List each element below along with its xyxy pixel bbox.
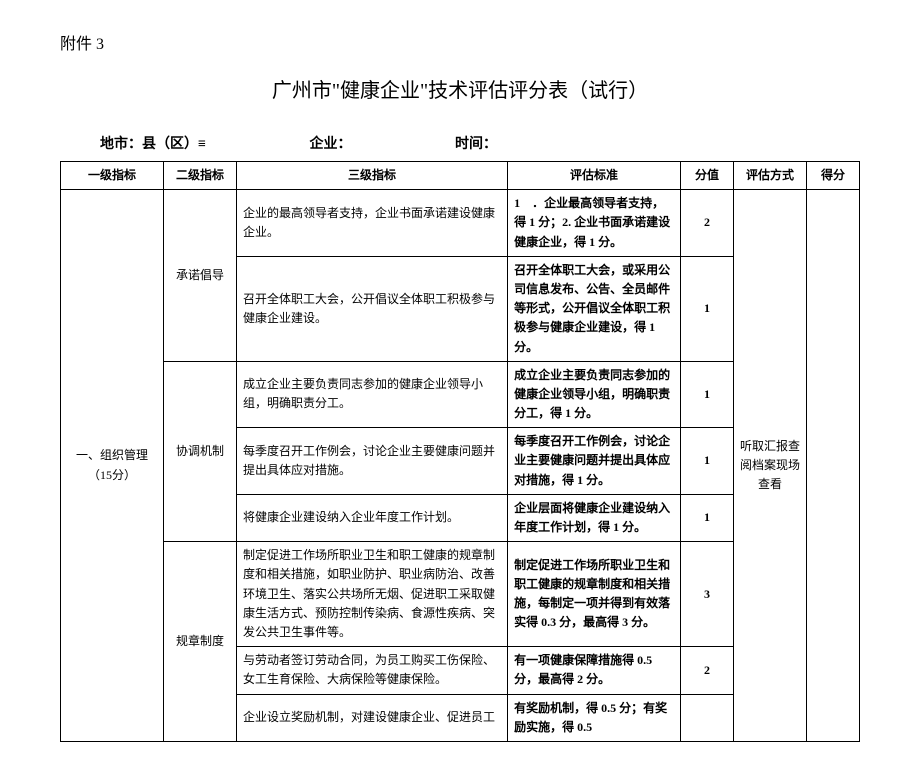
cell-method: 听取汇报查阅档案现场查看 [734, 190, 807, 742]
cell-l3: 成立企业主要负责同志参加的健康企业领导小组，明确职责分工。 [237, 361, 508, 428]
cell-l2: 承诺倡导 [164, 190, 237, 362]
cell-score: 1 [681, 361, 734, 428]
cell-result [807, 190, 860, 742]
cell-l3: 每季度召开工作例会，讨论企业主要健康问题并提出具体应对措施。 [237, 428, 508, 495]
table-header-row: 一级指标 二级指标 三级指标 评估标准 分值 评估方式 得分 [61, 162, 860, 190]
header-method: 评估方式 [734, 162, 807, 190]
cell-l3: 企业设立奖励机制，对建设健康企业、促进员工 [237, 694, 508, 741]
meta-enterprise: 企业： [309, 133, 351, 153]
cell-standard: 有一项健康保障措施得 0.5 分，最高得 2 分。 [508, 647, 681, 694]
attachment-label: 附件 3 [60, 30, 860, 54]
cell-score: 1 [681, 428, 734, 495]
meta-city: 地市：县（区）≡ [100, 133, 206, 153]
cell-score [681, 694, 734, 741]
meta-time: 时间： [455, 133, 497, 153]
header-result: 得分 [807, 162, 860, 190]
header-l1: 一级指标 [61, 162, 164, 190]
cell-score: 3 [681, 542, 734, 647]
header-l2: 二级指标 [164, 162, 237, 190]
header-l3: 三级指标 [237, 162, 508, 190]
cell-standard: 召开全体职工大会，或采用公司信息发布、公告、全员邮件等形式，公开倡议全体职工积极… [508, 256, 681, 361]
cell-l3: 企业的最高领导者支持，企业书面承诺建设健康企业。 [237, 190, 508, 257]
cell-l3: 与劳动者签订劳动合同，为员工购买工伤保险、女工生育保险、大病保险等健康保险。 [237, 647, 508, 694]
page-title: 广州市"健康企业"技术评估评分表（试行） [60, 74, 860, 103]
cell-score: 1 [681, 256, 734, 361]
cell-l3: 将健康企业建设纳入企业年度工作计划。 [237, 494, 508, 541]
header-score: 分值 [681, 162, 734, 190]
cell-l3: 制定促进工作场所职业卫生和职工健康的规章制度和相关措施，如职业防护、职业病防治、… [237, 542, 508, 647]
cell-standard: 1 ．企业最高领导者支持，得 1 分；2. 企业书面承诺建设健康企业，得 1 分… [508, 190, 681, 257]
cell-l3: 召开全体职工大会，公开倡议全体职工积极参与健康企业建设。 [237, 256, 508, 361]
cell-standard: 成立企业主要负责同志参加的健康企业领导小组，明确职责分工，得 1 分。 [508, 361, 681, 428]
cell-score: 2 [681, 647, 734, 694]
table-row: 一、组织管理（15分） 承诺倡导 企业的最高领导者支持，企业书面承诺建设健康企业… [61, 190, 860, 257]
cell-score: 2 [681, 190, 734, 257]
cell-standard: 制定促进工作场所职业卫生和职工健康的规章制度和相关措施，每制定一项并得到有效落实… [508, 542, 681, 647]
header-standard: 评估标准 [508, 162, 681, 190]
cell-standard: 企业层面将健康企业建设纳入年度工作计划，得 1 分。 [508, 494, 681, 541]
cell-l2: 协调机制 [164, 361, 237, 542]
cell-standard: 有奖励机制，得 0.5 分；有奖励实施，得 0.5 [508, 694, 681, 741]
cell-l1: 一、组织管理（15分） [61, 190, 164, 742]
evaluation-table: 一级指标 二级指标 三级指标 评估标准 分值 评估方式 得分 一、组织管理（15… [60, 161, 860, 742]
cell-l2: 规章制度 [164, 542, 237, 742]
meta-row: 地市：县（区）≡ 企业： 时间： [60, 133, 860, 153]
cell-standard: 每季度召开工作例会，讨论企业主要健康问题并提出具体应对措施，得 1 分。 [508, 428, 681, 495]
cell-score: 1 [681, 494, 734, 541]
